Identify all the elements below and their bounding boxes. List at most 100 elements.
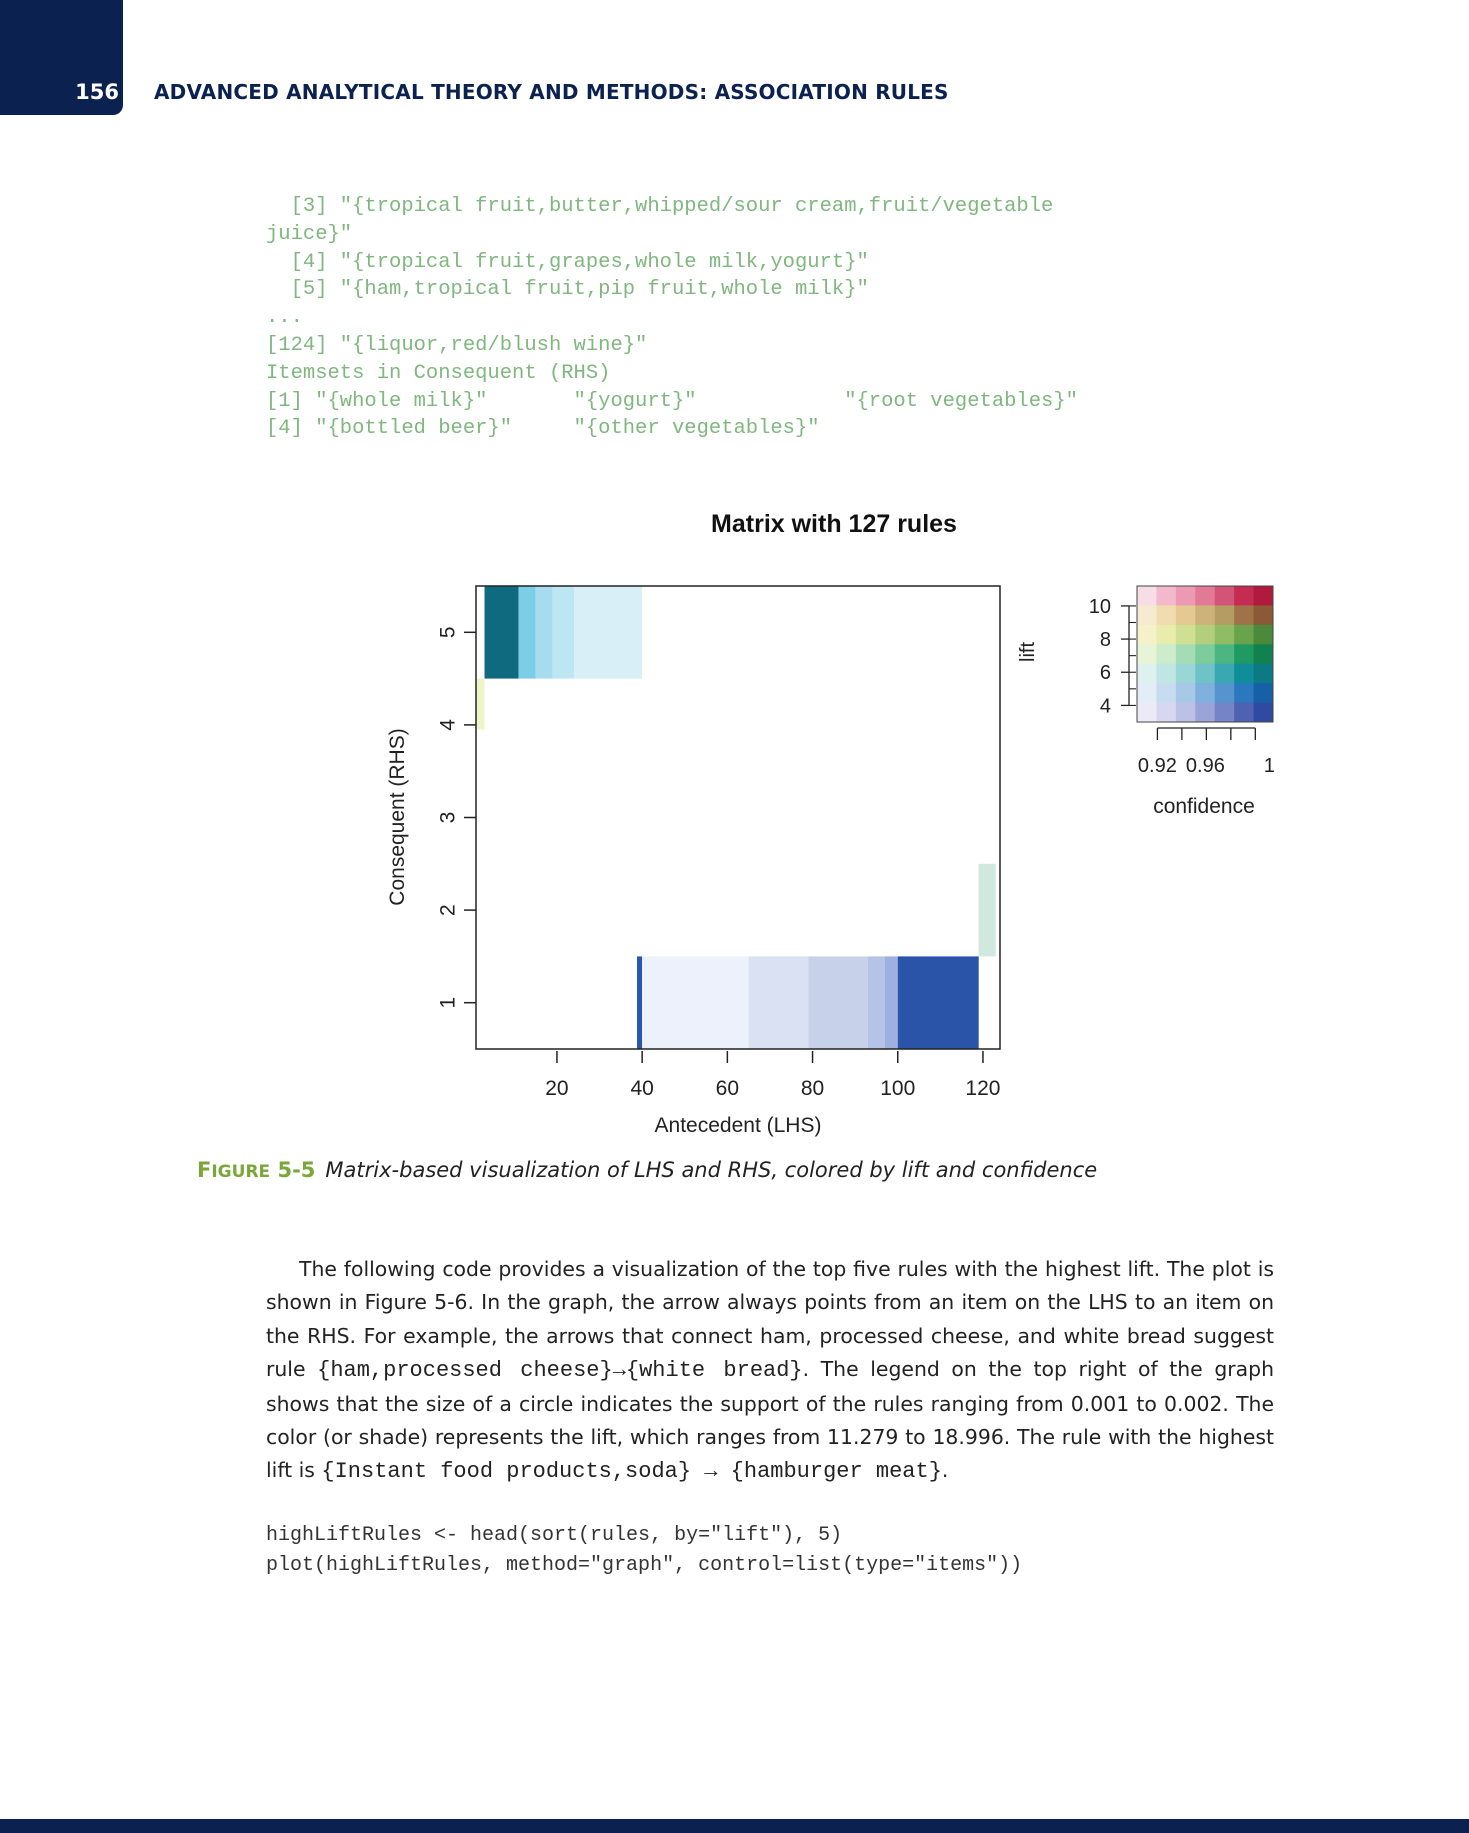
page-number-tab (0, 0, 123, 115)
legend-swatch (1175, 644, 1196, 665)
legend-swatch (1137, 586, 1157, 606)
x-axis-label: Antecedent (LHS) (655, 1114, 822, 1137)
legend-swatch (1137, 624, 1157, 645)
legend-swatch (1214, 605, 1235, 626)
legend-frame (1136, 585, 1274, 723)
legend-swatch (1253, 702, 1274, 723)
legend-swatch (1195, 702, 1216, 723)
y-axis: 1 2 3 4 5 (437, 626, 476, 1009)
legend-swatch (1175, 663, 1196, 684)
heatmap-cells (476, 586, 996, 1049)
heatmap-cell-3 (552, 586, 574, 679)
legend-swatch (1234, 624, 1255, 645)
legend-swatch (1253, 683, 1274, 704)
rule-ham-cheese-bread: {ham,processed cheese}→{white bread} (317, 1358, 803, 1384)
legend-swatch (1195, 586, 1216, 606)
legend-swatch (1156, 663, 1177, 684)
heatmap-cell-9 (808, 956, 868, 1049)
legend-swatch (1214, 683, 1235, 704)
heatmap-cell-0 (484, 586, 519, 679)
heatmap-cell-5 (476, 678, 485, 730)
legend-swatch (1214, 644, 1235, 665)
rule-instant-food-soda: {Instant food products,soda} → {hamburge… (321, 1459, 942, 1485)
legend-swatch (1253, 624, 1274, 645)
lift-tick-label: 10 (1089, 596, 1111, 618)
y-tick-label: 3 (437, 812, 460, 824)
legend-swatch (1253, 663, 1274, 684)
legend-swatch (1137, 683, 1157, 704)
legend-swatch (1234, 605, 1255, 626)
legend-swatch (1156, 624, 1177, 645)
caption-label-initial: F (197, 1158, 212, 1182)
legend-swatch (1156, 586, 1177, 606)
figure-5-5: Matrix with 127 rules 20 40 60 80 100 120 1 2 3… (360, 505, 1300, 1155)
heatmap-cell-8 (748, 956, 809, 1049)
legend-swatch (1214, 586, 1235, 606)
legend-swatch (1214, 624, 1235, 645)
legend-swatch (1195, 644, 1216, 665)
paragraph-text-2: . The legend on the top right of the gra… (266, 1357, 1275, 1483)
r-code-listing: highLiftRules <- head(sort(rules, by="li… (266, 1524, 1023, 1577)
legend-swatch (1195, 663, 1216, 684)
legend-swatch (1234, 702, 1255, 723)
x-tick-label: 120 (965, 1077, 1000, 1100)
x-axis: 20 40 60 80 100 120 (545, 1051, 1000, 1100)
lift-confidence-color-grid (1136, 585, 1274, 723)
x-tick-label: 80 (801, 1077, 824, 1100)
legend-swatch (1175, 683, 1196, 704)
legend-swatch (1253, 605, 1274, 626)
legend-swatch (1175, 624, 1196, 645)
legend-swatch (1195, 683, 1216, 704)
heatmap-cell-10 (867, 956, 885, 1049)
paragraph-text-1: The following code provides a visualizat… (266, 1257, 1274, 1382)
y-tick-label: 2 (437, 904, 460, 916)
lift-tick-label: 8 (1100, 629, 1111, 651)
confidence-tick-label: 1 (1264, 755, 1275, 777)
legend-swatch (1175, 605, 1196, 626)
legend-swatch (1234, 644, 1255, 665)
legend-swatch (1234, 586, 1255, 606)
heatmap-cell-4 (573, 586, 643, 679)
legend-swatch (1156, 683, 1177, 704)
confidence-tick-label: 0.96 (1186, 755, 1225, 777)
heatmap-cell-7 (642, 956, 749, 1049)
legend-swatch (1253, 586, 1274, 606)
legend-swatch (1156, 605, 1177, 626)
lift-tick-label: 4 (1100, 695, 1111, 717)
page-footer-bar (0, 1819, 1469, 1833)
confidence-legend-label: confidence (1153, 795, 1255, 818)
heatmap-cell-6 (637, 956, 643, 1049)
heatmap-cell-2 (535, 586, 553, 679)
legend-swatch (1175, 586, 1196, 606)
legend-swatch (1156, 644, 1177, 665)
legend-swatch (1195, 605, 1216, 626)
caption-label-number: 5-5 (277, 1158, 316, 1182)
caption-label-rest: IGURE (211, 1162, 271, 1182)
legend-swatch (1195, 624, 1216, 645)
legend-swatch (1137, 644, 1157, 665)
lift-legend-label: lift (1017, 642, 1039, 662)
heatmap-cell-1 (518, 586, 536, 679)
y-tick-label: 4 (437, 719, 460, 731)
paragraph-text-3: . (941, 1458, 949, 1483)
body-paragraph: The following code provides a visualizat… (266, 1253, 1274, 1489)
legend-swatch (1137, 663, 1157, 684)
caption-label: FIGURE 5-5 (197, 1158, 315, 1182)
running-head: ADVANCED ANALYTICAL THEORY AND METHODS: … (154, 80, 949, 104)
y-axis-label: Consequent (RHS) (386, 728, 409, 905)
legend-swatch (1234, 683, 1255, 704)
x-tick-label: 100 (880, 1077, 915, 1100)
legend-swatch (1156, 702, 1177, 723)
y-tick-label: 1 (437, 997, 460, 1009)
legend-swatch (1137, 702, 1157, 723)
r-console-output: [3] "{tropical fruit,butter,whipped/sour… (266, 195, 1078, 441)
x-tick-label: 60 (716, 1077, 739, 1100)
x-tick-label: 20 (545, 1077, 568, 1100)
confidence-tick-label: 0.92 (1138, 755, 1177, 777)
figure-caption: FIGURE 5-5 Matrix-based visualization of … (197, 1158, 1097, 1182)
x-tick-label: 40 (630, 1077, 653, 1100)
lift-tick-label: 6 (1100, 662, 1111, 684)
chart-title: Matrix with 127 rules (711, 510, 957, 538)
legend-swatch (1137, 605, 1157, 626)
caption-text: Matrix-based visualization of LHS and RH… (325, 1158, 1098, 1182)
